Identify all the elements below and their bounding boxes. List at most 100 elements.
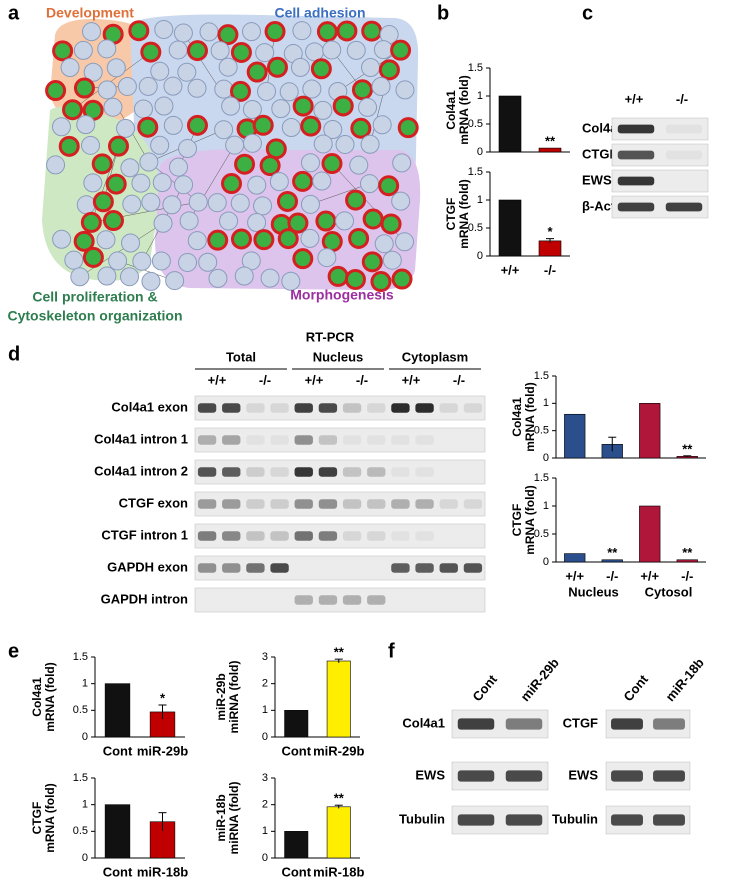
bar [538, 147, 562, 153]
y-tick-label: 1 [262, 825, 268, 837]
y-axis-label: CTGF [444, 198, 458, 231]
node [259, 155, 281, 177]
significance: ** [682, 545, 693, 560]
node [312, 171, 332, 191]
band [222, 435, 241, 445]
node [70, 267, 90, 287]
node [141, 271, 161, 291]
band [270, 499, 289, 509]
gel [194, 459, 486, 485]
node [64, 250, 84, 270]
x-tick-label: miR-29b [313, 743, 364, 758]
y-axis-label: mRNA (fold) [523, 485, 537, 555]
band [391, 403, 410, 413]
row-label: Col4a1 [402, 715, 445, 730]
x-tick-label: miR-18b [313, 864, 364, 879]
node [290, 57, 310, 77]
band [270, 563, 289, 573]
band [665, 150, 703, 160]
node [229, 80, 251, 102]
y-axis-label: miRNA (fold) [227, 661, 241, 734]
band [415, 531, 434, 541]
node [225, 135, 245, 155]
y-tick-label: 0 [262, 852, 268, 864]
band [415, 499, 434, 509]
row-label: CTGF exon [119, 495, 188, 510]
band [391, 563, 410, 573]
node [52, 229, 72, 249]
node [335, 211, 355, 231]
y-tick-label: 0 [82, 852, 88, 864]
y-tick-label: 0 [477, 250, 483, 262]
gel [194, 395, 486, 421]
node [154, 96, 174, 116]
node [177, 62, 197, 82]
node [300, 115, 322, 137]
significance: ** [545, 134, 556, 149]
gel [194, 427, 486, 453]
y-tick-label: 1 [82, 678, 88, 690]
blot [611, 169, 709, 193]
bar [498, 199, 522, 257]
band [611, 814, 643, 826]
node [323, 120, 343, 140]
group-label: Cytosol [645, 584, 693, 599]
y-axis-label: miR-18b [214, 794, 228, 841]
node [91, 153, 113, 175]
band [294, 499, 313, 509]
band [617, 150, 655, 160]
node [163, 115, 183, 135]
bar [284, 710, 309, 738]
node [390, 39, 412, 61]
significance: ** [334, 645, 345, 660]
node [362, 208, 384, 230]
node [315, 210, 337, 232]
node [335, 134, 355, 154]
node [73, 77, 95, 99]
node [92, 191, 114, 213]
node [371, 76, 391, 96]
node [150, 135, 170, 155]
row-label: CTGF intron 1 [101, 527, 188, 542]
band [415, 435, 434, 445]
band [294, 531, 313, 541]
node [46, 155, 66, 175]
band [246, 531, 265, 541]
band [463, 403, 483, 413]
y-tick-label: 1.5 [534, 370, 549, 382]
bar [676, 559, 698, 563]
y-tick-label: 0.5 [73, 825, 88, 837]
node [242, 133, 262, 153]
node [391, 191, 411, 211]
node [360, 174, 380, 194]
panel-label: b [437, 2, 449, 24]
node [214, 120, 234, 140]
node [76, 115, 96, 135]
y-axis-label: miRNA (fold) [227, 782, 241, 855]
band [439, 563, 458, 573]
node [292, 21, 312, 41]
y-axis-label: mRNA (fold) [43, 783, 57, 853]
x-tick-label: Cont [281, 743, 311, 758]
node [317, 248, 337, 268]
node [247, 175, 267, 195]
y-axis-label: mRNA (fold) [43, 662, 57, 732]
y-tick-label: 3 [262, 651, 268, 663]
node [121, 233, 141, 253]
band [439, 403, 458, 413]
node [139, 152, 159, 172]
node [358, 97, 378, 117]
band [222, 403, 241, 413]
node [120, 158, 140, 178]
node [397, 117, 419, 139]
band [653, 770, 685, 782]
band [653, 718, 685, 730]
node [218, 57, 238, 77]
node [108, 251, 128, 271]
y-tick-label: 2 [262, 799, 268, 811]
y-axis-label: CTGF [30, 802, 44, 835]
node [138, 76, 158, 96]
node [313, 134, 333, 154]
node [51, 117, 71, 137]
node [178, 252, 198, 272]
